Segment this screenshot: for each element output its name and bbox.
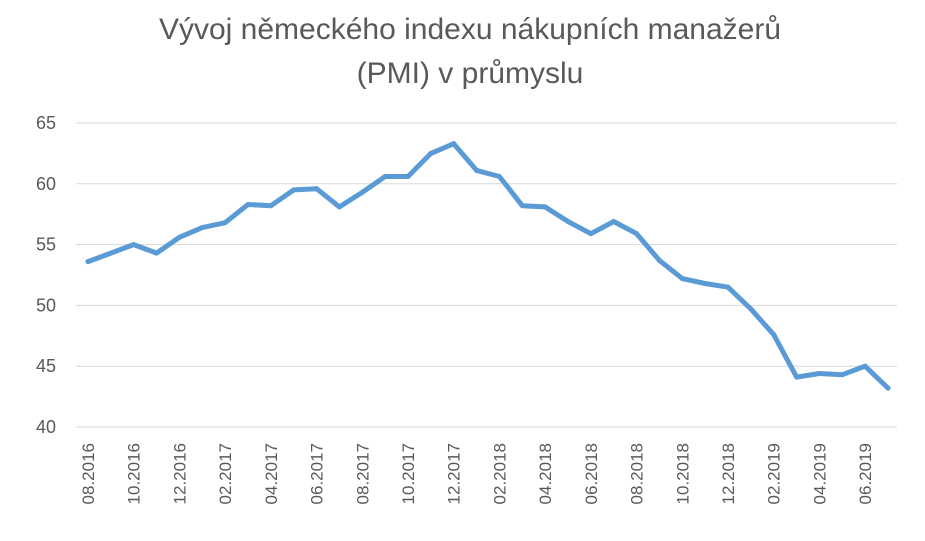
data-point — [154, 250, 160, 256]
gridlines — [76, 122, 897, 428]
y-tick-label: 50 — [36, 295, 56, 315]
data-point — [794, 374, 800, 380]
data-point — [588, 231, 594, 237]
data-point — [131, 242, 137, 248]
data-point — [474, 167, 480, 173]
y-tick-label: 60 — [36, 174, 56, 194]
x-tick-label: 06.2018 — [582, 443, 601, 504]
data-point — [496, 174, 502, 180]
series — [85, 141, 891, 391]
series-line-0 — [85, 141, 891, 391]
x-tick-label: 04.2019 — [810, 443, 829, 504]
y-tick-label: 65 — [36, 113, 56, 133]
data-point — [885, 385, 891, 391]
data-point — [565, 218, 571, 224]
y-tick-label: 45 — [36, 356, 56, 376]
data-point — [771, 332, 777, 338]
x-tick-label: 06.2017 — [308, 443, 327, 504]
data-point — [519, 203, 525, 209]
x-tick-label: 12.2017 — [445, 443, 464, 504]
data-point — [268, 203, 274, 209]
x-tick-label: 10.2017 — [399, 443, 418, 504]
x-tick-label: 10.2018 — [673, 443, 692, 504]
chart-title: Vývoj německého indexu nákupních manažer… — [0, 8, 925, 96]
x-tick-label: 04.2018 — [536, 443, 555, 504]
data-point — [85, 259, 91, 265]
data-point — [222, 220, 228, 226]
chart-title-line-1: Vývoj německého indexu nákupních manažer… — [158, 13, 782, 46]
x-tick-label: 02.2019 — [765, 443, 784, 504]
data-point — [108, 250, 114, 256]
data-point — [245, 201, 251, 207]
data-point — [176, 234, 182, 240]
y-tick-label: 55 — [36, 235, 56, 255]
data-point — [382, 174, 388, 180]
y-axis-ticks: 40 45 50 55 60 65 — [36, 113, 56, 437]
data-point — [725, 284, 731, 290]
x-axis-ticks: 08.2016 10.2016 12.2016 02.2017 04.2017 06.20… — [79, 443, 875, 504]
data-point — [611, 218, 617, 224]
data-point — [702, 281, 708, 287]
x-tick-label: 12.2018 — [719, 443, 738, 504]
data-point — [748, 306, 754, 312]
data-point — [199, 225, 205, 231]
x-tick-label: 02.2017 — [216, 443, 235, 504]
y-tick-label: 40 — [36, 417, 56, 437]
data-point — [405, 174, 411, 180]
data-point — [634, 231, 640, 237]
x-tick-label: 12.2016 — [170, 443, 189, 504]
x-tick-label: 08.2018 — [628, 443, 647, 504]
x-tick-label: 08.2017 — [353, 443, 372, 504]
data-point — [679, 276, 685, 282]
chart-title-line-2: (PMI) v průmyslu — [356, 57, 584, 90]
x-tick-label: 06.2019 — [856, 443, 875, 504]
data-point — [816, 370, 822, 376]
data-point — [542, 204, 548, 210]
data-point — [359, 189, 365, 195]
x-tick-label: 08.2016 — [79, 443, 98, 504]
data-point — [839, 372, 845, 378]
data-point — [656, 257, 662, 263]
data-point — [862, 363, 868, 369]
x-tick-label: 02.2018 — [490, 443, 509, 504]
x-tick-label: 10.2016 — [125, 443, 144, 504]
data-point — [451, 141, 457, 147]
data-point — [314, 186, 320, 192]
data-point — [336, 204, 342, 210]
data-point — [291, 187, 297, 193]
x-tick-label: 04.2017 — [262, 443, 281, 504]
data-point — [428, 150, 434, 156]
